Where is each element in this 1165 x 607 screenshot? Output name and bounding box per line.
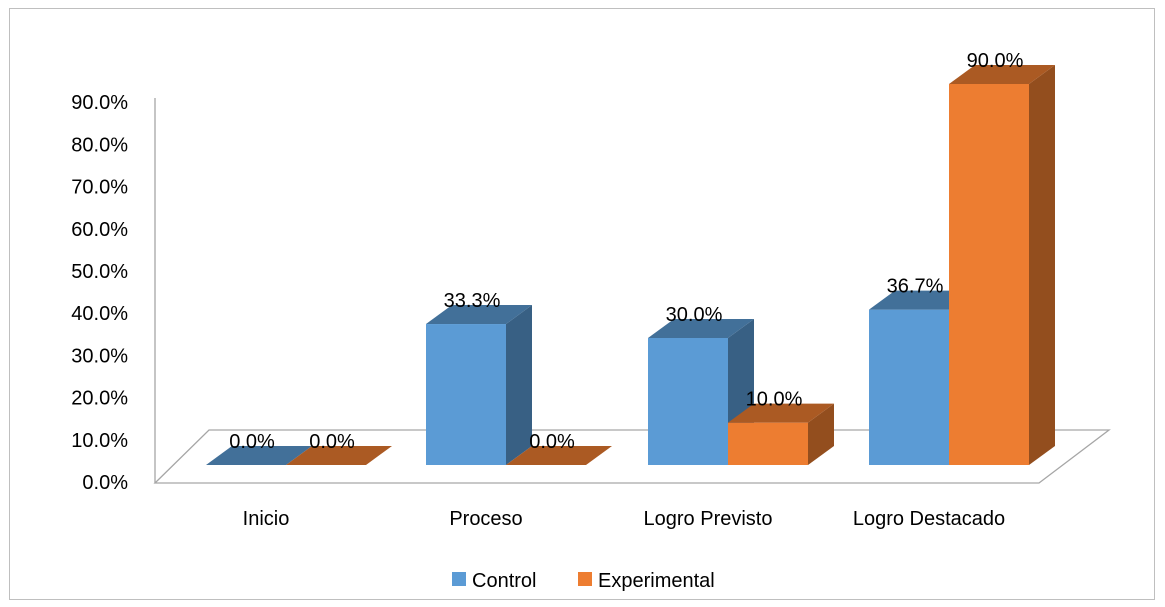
floor-outline bbox=[153, 429, 1111, 484]
data-label: 10.0% bbox=[746, 389, 803, 411]
bar-top-face bbox=[728, 403, 834, 423]
y-tick-label: 10.0% bbox=[71, 430, 128, 452]
legend-swatch-control bbox=[452, 572, 466, 586]
bar-experimental-3 bbox=[949, 65, 1055, 465]
bar-control-1 bbox=[426, 305, 532, 465]
y-tick-label: 0.0% bbox=[82, 472, 128, 494]
category-label: Proceso bbox=[449, 508, 522, 530]
data-label: 0.0% bbox=[229, 431, 275, 453]
bar-experimental-1 bbox=[506, 446, 612, 465]
bar-front-face bbox=[949, 84, 1029, 465]
y-tick-labels: 0.0% 10.0% 20.0% 30.0% 40.0% 50.0% 60.0% 70.0% 8… bbox=[71, 92, 128, 494]
category-labels: Inicio Proceso Logro Previsto Logro Destaca… bbox=[243, 508, 1006, 530]
category-label: Logro Previsto bbox=[644, 508, 773, 530]
bar-top-face bbox=[648, 319, 754, 338]
y-tick-label: 30.0% bbox=[71, 345, 128, 367]
bar-top-face bbox=[506, 446, 612, 465]
bars bbox=[206, 65, 1055, 465]
bar-side-face bbox=[506, 305, 532, 465]
legend-label-control: Control bbox=[472, 570, 536, 592]
data-label: 0.0% bbox=[529, 431, 575, 453]
legend: Control Experimental bbox=[452, 570, 715, 592]
bar-top-face bbox=[949, 65, 1055, 84]
legend-swatch-experimental bbox=[578, 572, 592, 586]
bar-experimental-0 bbox=[286, 446, 392, 465]
data-label: 0.0% bbox=[309, 431, 355, 453]
bar-front-face bbox=[426, 324, 506, 465]
bar-experimental-2 bbox=[728, 403, 834, 465]
bar-side-face bbox=[808, 403, 834, 465]
data-label: 90.0% bbox=[967, 50, 1024, 72]
data-labels: 0.0% 0.0% 33.3% 0.0% 30.0% 10.0% 36.7% 90.0% bbox=[229, 50, 1023, 453]
y-tick-label: 50.0% bbox=[71, 261, 128, 283]
category-label: Inicio bbox=[243, 508, 290, 530]
bar-top-face bbox=[426, 305, 532, 325]
legend-label-experimental: Experimental bbox=[598, 570, 715, 592]
bar-top-face bbox=[286, 446, 392, 465]
bar-top-face bbox=[206, 446, 312, 465]
bar-front-face bbox=[728, 422, 808, 465]
y-tick-label: 70.0% bbox=[71, 177, 128, 199]
chart-floor bbox=[153, 429, 1111, 484]
bar-control-2 bbox=[648, 319, 754, 465]
y-tick-label: 80.0% bbox=[71, 134, 128, 156]
bar-front-face bbox=[869, 309, 949, 465]
y-tick-label: 60.0% bbox=[71, 219, 128, 241]
bar-side-face bbox=[1029, 65, 1055, 465]
data-label: 33.3% bbox=[444, 290, 501, 312]
data-label: 30.0% bbox=[666, 304, 723, 326]
data-label: 36.7% bbox=[887, 276, 944, 298]
y-tick-label: 20.0% bbox=[71, 388, 128, 410]
category-label: Logro Destacado bbox=[853, 508, 1005, 530]
y-tick-label: 40.0% bbox=[71, 303, 128, 325]
bar-top-face bbox=[869, 290, 975, 310]
y-tick-label: 90.0% bbox=[71, 92, 128, 114]
bar-front-face bbox=[648, 338, 728, 465]
bar-control-0 bbox=[206, 446, 312, 465]
